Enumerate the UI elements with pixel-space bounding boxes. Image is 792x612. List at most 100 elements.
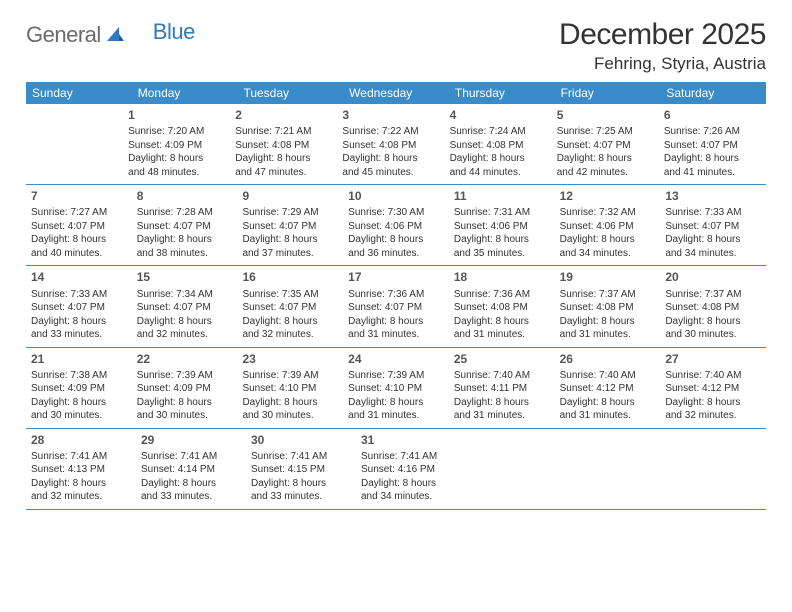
day-number: 28: [31, 432, 131, 448]
sunrise-line: Sunrise: 7:41 AM: [251, 450, 351, 464]
sunrise-line: Sunrise: 7:37 AM: [665, 288, 761, 302]
day-number: 1: [128, 107, 225, 123]
daylight-line: and 37 minutes.: [242, 247, 338, 261]
daylight-line: Daylight: 8 hours: [31, 315, 127, 329]
day-cell: 9Sunrise: 7:29 AMSunset: 4:07 PMDaylight…: [237, 185, 343, 265]
sunrise-line: Sunrise: 7:39 AM: [348, 369, 444, 383]
day-cell: 13Sunrise: 7:33 AMSunset: 4:07 PMDayligh…: [660, 185, 766, 265]
daylight-line: Daylight: 8 hours: [665, 396, 761, 410]
sunrise-line: Sunrise: 7:24 AM: [450, 125, 547, 139]
sunrise-line: Sunrise: 7:20 AM: [128, 125, 225, 139]
sunset-line: Sunset: 4:07 PM: [665, 220, 761, 234]
sunrise-line: Sunrise: 7:21 AM: [235, 125, 332, 139]
daylight-line: and 32 minutes.: [31, 490, 131, 504]
daylight-line: and 34 minutes.: [560, 247, 656, 261]
daylight-line: and 48 minutes.: [128, 166, 225, 180]
empty-cell: [566, 429, 666, 509]
day-number: 12: [560, 188, 656, 204]
day-number: 18: [454, 269, 550, 285]
daylight-line: and 30 minutes.: [242, 409, 338, 423]
day-cell: 31Sunrise: 7:41 AMSunset: 4:16 PMDayligh…: [356, 429, 466, 509]
daylight-line: and 42 minutes.: [557, 166, 654, 180]
dow-wednesday: Wednesday: [343, 82, 449, 104]
daylight-line: Daylight: 8 hours: [665, 315, 761, 329]
daylight-line: and 40 minutes.: [31, 247, 127, 261]
day-cell: 19Sunrise: 7:37 AMSunset: 4:08 PMDayligh…: [555, 266, 661, 346]
day-cell: 29Sunrise: 7:41 AMSunset: 4:14 PMDayligh…: [136, 429, 246, 509]
daylight-line: Daylight: 8 hours: [137, 233, 233, 247]
sunset-line: Sunset: 4:09 PM: [128, 139, 225, 153]
sunrise-line: Sunrise: 7:26 AM: [664, 125, 761, 139]
empty-cell: [666, 429, 766, 509]
day-cell: 28Sunrise: 7:41 AMSunset: 4:13 PMDayligh…: [26, 429, 136, 509]
sunrise-line: Sunrise: 7:28 AM: [137, 206, 233, 220]
daylight-line: and 33 minutes.: [251, 490, 351, 504]
day-number: 3: [342, 107, 439, 123]
sunset-line: Sunset: 4:16 PM: [361, 463, 461, 477]
header: General Blue December 2025 Fehring, Styr…: [26, 18, 766, 74]
week-row: 1 Sunrise: 7:20 AMSunset: 4:09 PM Daylight…: [26, 104, 766, 185]
daylight-line: Daylight: 8 hours: [560, 396, 656, 410]
dow-friday: Friday: [555, 82, 661, 104]
day-number: 14: [31, 269, 127, 285]
empty-cell: [466, 429, 566, 509]
sunrise-line: Sunrise: 7:40 AM: [560, 369, 656, 383]
sunset-line: Sunset: 4:08 PM: [342, 139, 439, 153]
sunrise-line: Sunrise: 7:37 AM: [560, 288, 656, 302]
day-cell: 21Sunrise: 7:38 AMSunset: 4:09 PMDayligh…: [26, 348, 132, 428]
daylight-line: and 31 minutes.: [348, 328, 444, 342]
day-cell: 27Sunrise: 7:40 AMSunset: 4:12 PMDayligh…: [660, 348, 766, 428]
weeks-container: 1 Sunrise: 7:20 AMSunset: 4:09 PM Daylight…: [26, 104, 766, 510]
daylight-line: Daylight: 8 hours: [454, 233, 550, 247]
daylight-line: Daylight: 8 hours: [342, 152, 439, 166]
daylight-line: and 31 minutes.: [454, 409, 550, 423]
day-cell: 10Sunrise: 7:30 AMSunset: 4:06 PMDayligh…: [343, 185, 449, 265]
sunset-line: Sunset: 4:07 PM: [242, 220, 338, 234]
sunset-line: Sunset: 4:07 PM: [664, 139, 761, 153]
sunrise-line: Sunrise: 7:27 AM: [31, 206, 127, 220]
day-number: 20: [665, 269, 761, 285]
sunset-line: Sunset: 4:07 PM: [137, 220, 233, 234]
sunset-line: Sunset: 4:07 PM: [557, 139, 654, 153]
day-cell: 18Sunrise: 7:36 AMSunset: 4:08 PMDayligh…: [449, 266, 555, 346]
day-number: 5: [557, 107, 654, 123]
sunset-line: Sunset: 4:14 PM: [141, 463, 241, 477]
sunset-line: Sunset: 4:08 PM: [450, 139, 547, 153]
daylight-line: and 45 minutes.: [342, 166, 439, 180]
logo-sail-icon: [105, 25, 125, 48]
day-number: 8: [137, 188, 233, 204]
sunrise-line: Sunrise: 7:22 AM: [342, 125, 439, 139]
daylight-line: Daylight: 8 hours: [242, 315, 338, 329]
day-cell: 6Sunrise: 7:26 AMSunset: 4:07 PMDaylight…: [659, 104, 766, 184]
day-number: 17: [348, 269, 444, 285]
day-number: 22: [137, 351, 233, 367]
sunset-line: Sunset: 4:08 PM: [454, 301, 550, 315]
day-cell: 26Sunrise: 7:40 AMSunset: 4:12 PMDayligh…: [555, 348, 661, 428]
sunset-line: Sunset: 4:10 PM: [348, 382, 444, 396]
month-title: December 2025: [559, 18, 766, 52]
sunrise-line: Sunrise: 7:36 AM: [454, 288, 550, 302]
daylight-line: Daylight: 8 hours: [665, 233, 761, 247]
daylight-line: and 47 minutes.: [235, 166, 332, 180]
day-cell: 2Sunrise: 7:21 AMSunset: 4:08 PMDaylight…: [230, 104, 337, 184]
sunset-line: Sunset: 4:11 PM: [454, 382, 550, 396]
daylight-line: and 31 minutes.: [560, 328, 656, 342]
dow-monday: Monday: [132, 82, 238, 104]
day-number: 30: [251, 432, 351, 448]
daylight-line: and 30 minutes.: [665, 328, 761, 342]
sunset-line: Sunset: 4:13 PM: [31, 463, 131, 477]
day-number: 11: [454, 188, 550, 204]
day-number: 2: [235, 107, 332, 123]
sunrise-line: Sunrise: 7:41 AM: [31, 450, 131, 464]
daylight-line: Daylight: 8 hours: [560, 233, 656, 247]
sunrise-line: Sunrise: 7:31 AM: [454, 206, 550, 220]
daylight-line: Daylight: 8 hours: [31, 396, 127, 410]
sunrise-line: Sunrise: 7:36 AM: [348, 288, 444, 302]
day-number: 25: [454, 351, 550, 367]
sunset-line: Sunset: 4:07 PM: [242, 301, 338, 315]
day-number: 13: [665, 188, 761, 204]
sunrise-line: Sunrise: 7:33 AM: [31, 288, 127, 302]
daylight-line: and 31 minutes.: [454, 328, 550, 342]
daylight-line: and 33 minutes.: [141, 490, 241, 504]
sunset-line: Sunset: 4:06 PM: [454, 220, 550, 234]
